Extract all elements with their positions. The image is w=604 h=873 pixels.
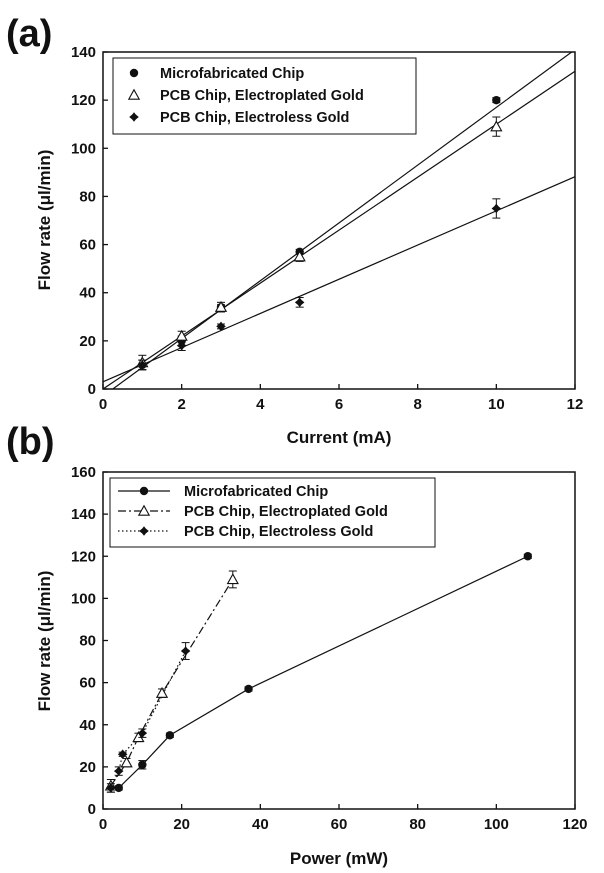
panel-a-y-tick-label: 100 [71, 140, 96, 157]
panel-b-y-tick-label: 20 [79, 759, 96, 776]
panel-a-x-axis-title: Current (mA) [287, 428, 392, 447]
panel-a-label: (a) [6, 13, 52, 55]
panel-b-x-tick-label: 0 [99, 816, 107, 833]
panel-b-y-tick-label: 40 [79, 717, 96, 734]
panel-b-legend-marker-2 [137, 504, 151, 516]
panel-b-point-series-1 [138, 760, 147, 769]
panel-a-legend: Microfabricated Chip PCB Chip, Electropla… [112, 57, 417, 135]
panel-a-legend-box [112, 57, 417, 135]
panel-a-point-series-3 [491, 203, 502, 214]
panel-a-y-tick-label: 60 [79, 237, 96, 254]
panel-b-y-axis-title: Flow rate (μl/min) [35, 571, 54, 712]
panel-a-point-series-1 [492, 95, 501, 105]
panel-b-point-series-2 [132, 731, 145, 743]
panel-a-point-series-2 [490, 120, 503, 132]
panel-b-point-series-3 [137, 728, 148, 738]
panel-a-legend-label-3: PCB Chip, Electroless Gold [160, 110, 349, 126]
panel-b-y-tick-label: 160 [71, 464, 96, 481]
panel-b-y-tick-label: 80 [79, 633, 96, 650]
panel-b-x-axis-title: Power (mW) [290, 849, 388, 868]
panel-b-x-tick-label: 40 [252, 816, 269, 833]
panel-b-label: (b) [6, 421, 55, 463]
panel-b-point-series-3 [117, 749, 128, 760]
panel-a-point-series-3 [176, 340, 187, 351]
panel-a-legend-marker-2 [127, 88, 141, 100]
panel-a-point-series-2 [293, 250, 306, 262]
panel-b-series-line-3 [110, 650, 187, 789]
panel-b-point-series-2 [120, 756, 133, 768]
panel-a-legend-label-2: PCB Chip, Electroplated Gold [160, 88, 364, 104]
panel-b-point-series-2 [155, 686, 169, 698]
panel-b-point-series-2 [226, 573, 239, 585]
panel-b-chart: (b) 0 20 40 60 80 100 120 0 20 40 60 80 100 120 140 160… [6, 421, 588, 868]
panel-a-y-axis-title: Flow rate (μl/min) [35, 150, 54, 291]
panel-a-point-series-3 [294, 297, 305, 308]
panel-b-point-series-1 [165, 731, 175, 740]
panel-b-legend-marker-3 [139, 526, 149, 536]
panel-b-point-series-1 [114, 783, 123, 793]
panel-b-y-tick-label: 120 [71, 548, 96, 565]
panel-a-point-series-3 [216, 321, 226, 332]
panel-b-x-tick-label: 80 [409, 816, 426, 833]
panel-a-legend-marker-3 [129, 112, 139, 122]
panel-a-point-series-2 [214, 300, 228, 312]
panel-a-y-tick-label: 20 [79, 333, 96, 350]
panel-b-legend-label-1: Microfabricated Chip [184, 484, 328, 500]
panel-b-legend-label-3: PCB Chip, Electroless Gold [184, 524, 373, 540]
panel-a-x-tick-label: 10 [488, 396, 505, 413]
panel-a-point-series-3 [137, 360, 148, 370]
panel-a-legend-marker-1 [129, 68, 139, 78]
panel-a-x-tick-label: 8 [413, 396, 421, 413]
panel-a-y-tick-label: 120 [71, 92, 96, 109]
panel-a-y-tick-label: 40 [79, 285, 96, 302]
panel-a-y-tick-label: 0 [88, 381, 96, 398]
panel-a-y-tick-label: 80 [79, 188, 96, 205]
panel-a-x-tick-label: 6 [335, 396, 343, 413]
panel-a-x-tick-label: 2 [177, 396, 185, 413]
panel-b-point-series-3 [106, 783, 116, 793]
panel-a-legend-label-1: Microfabricated Chip [160, 66, 304, 82]
panel-a-y-tick-label: 140 [71, 44, 96, 61]
panel-b-point-series-3 [113, 766, 124, 776]
panel-b-x-tick-label: 120 [562, 816, 587, 833]
panel-a-x-tick-label: 4 [256, 396, 265, 413]
panel-b-point-series-1 [523, 552, 532, 561]
panel-b-y-tick-label: 0 [88, 801, 96, 818]
panel-b-legend-label-2: PCB Chip, Electroplated Gold [184, 504, 388, 520]
panel-b-legend-box [109, 477, 436, 548]
panel-b-point-series-3 [180, 646, 191, 656]
panel-b-y-tick-label: 100 [71, 590, 96, 607]
panel-b-legend: Microfabricated Chip PCB Chip, Electropla… [109, 477, 436, 548]
panel-a-x-tick-label: 0 [99, 396, 107, 413]
panel-b-point-series-1 [244, 684, 253, 694]
panel-a-point-series-2 [175, 329, 188, 341]
panel-a-x-tick-label: 12 [567, 396, 584, 413]
panel-b-legend-marker-1 [139, 486, 149, 496]
panel-b-x-tick-label: 100 [484, 816, 509, 833]
panel-b-y-tick-label: 60 [79, 675, 96, 692]
panel-b-y-tick-label: 140 [71, 506, 96, 523]
panel-b-x-tick-label: 60 [331, 816, 348, 833]
panel-b-x-tick-label: 20 [173, 816, 190, 833]
